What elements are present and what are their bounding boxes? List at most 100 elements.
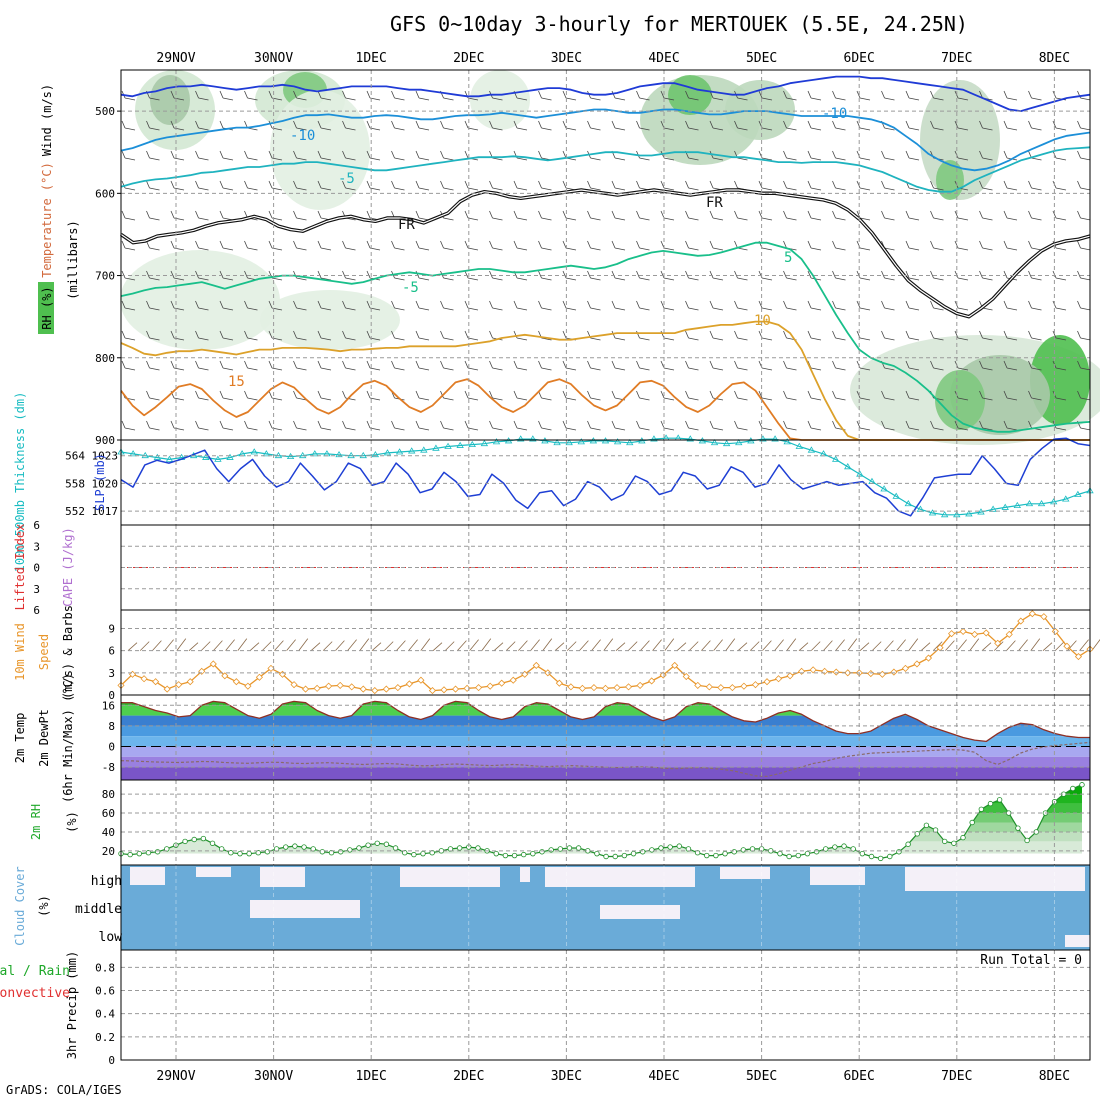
- wind-barb: [562, 210, 567, 219]
- cloud-tick-label: high: [91, 874, 122, 889]
- wind-barb: [832, 210, 836, 219]
- wind-barb: [636, 180, 640, 189]
- temp-band: [121, 767, 1090, 780]
- wind-barb: [268, 120, 273, 129]
- temp-tick-label: 8: [108, 720, 115, 733]
- rh-point: [740, 847, 747, 853]
- wind-barb: [954, 210, 959, 219]
- wind-barb: [518, 640, 528, 651]
- wind-barb: [737, 247, 748, 251]
- wind-barb: [761, 367, 773, 371]
- wind-barb: [663, 337, 675, 341]
- wind-barb: [737, 97, 748, 101]
- wind-barb: [513, 420, 518, 429]
- wind-barb: [121, 420, 126, 429]
- wind-barb: [905, 330, 910, 339]
- rh-point: [521, 851, 527, 858]
- wind-barb: [783, 180, 787, 189]
- wind-barb: [513, 300, 518, 309]
- rh-shading: [150, 75, 190, 125]
- wind-barb: [933, 307, 944, 311]
- wind-barb: [1031, 277, 1042, 281]
- wind-barb: [170, 120, 175, 129]
- wind-barb: [1028, 210, 1032, 219]
- wind-speed-point: [451, 685, 460, 693]
- wind-barb: [884, 97, 895, 101]
- day-label-top: 3DEC: [551, 51, 582, 66]
- run-total-label: Run Total = 0: [980, 953, 1082, 968]
- wind-barb: [1028, 240, 1032, 249]
- wind-barb: [979, 390, 983, 399]
- wind-barb: [391, 300, 395, 309]
- thickness-point: [250, 448, 258, 455]
- wind-barb: [492, 247, 503, 251]
- rh-point: [383, 841, 390, 847]
- wind-barb: [1003, 210, 1008, 219]
- wind-barb: [905, 390, 910, 399]
- rh-point: [292, 843, 298, 849]
- wind-barb: [884, 157, 895, 161]
- wind-barb: [676, 642, 687, 651]
- rh-point: [731, 849, 737, 855]
- contour-label: -10: [822, 106, 847, 122]
- wind-speed-line: [120, 613, 1091, 692]
- wind-speed-point: [1028, 610, 1036, 618]
- thickness-point: [880, 485, 888, 492]
- wind-barb: [244, 420, 248, 429]
- wind-barb: [807, 420, 812, 429]
- wind-barb: [320, 397, 332, 401]
- wind-barb: [464, 240, 469, 249]
- wind-speed-point: [544, 669, 552, 677]
- wind-barb: [244, 330, 248, 339]
- wind-barb: [1028, 90, 1032, 99]
- wind-barb: [1080, 127, 1091, 131]
- wind-barb: [513, 210, 518, 219]
- wind-barb: [908, 217, 920, 221]
- wind-barb: [244, 390, 248, 399]
- wind-barb: [786, 427, 797, 431]
- wind-barb: [774, 639, 784, 651]
- wind-speed-point: [290, 681, 298, 689]
- wind-barb: [383, 641, 394, 651]
- thickness-point: [517, 435, 525, 442]
- rh-shading: [935, 370, 985, 430]
- wind-barb: [317, 390, 322, 399]
- wind-barb: [271, 367, 283, 371]
- wind-barb: [565, 397, 577, 401]
- wind-barb: [335, 640, 345, 651]
- wind-barb: [688, 127, 699, 131]
- wind-barb: [611, 300, 616, 309]
- wind-barb: [685, 210, 689, 219]
- wind-barb: [636, 300, 640, 309]
- wind-barb: [614, 187, 626, 191]
- day-label-bottom: 5DEC: [746, 1069, 777, 1084]
- wind-barb: [832, 180, 836, 189]
- wind-barb: [516, 337, 528, 341]
- wind-barb: [195, 330, 199, 339]
- wind-speed-point: [786, 672, 794, 680]
- day-label-bottom: 3DEC: [551, 1069, 582, 1084]
- wind-barb: [443, 337, 454, 341]
- wind-barb: [366, 90, 371, 99]
- thickness-point: [783, 438, 791, 445]
- wind-barb: [761, 97, 773, 101]
- wind-barb: [467, 277, 479, 281]
- wind-speed-point: [532, 661, 540, 670]
- wind-speed-point: [648, 677, 656, 685]
- wind-barb: [198, 277, 209, 281]
- rh-point: [859, 850, 866, 857]
- cloud-gap: [905, 867, 1085, 891]
- wind-barb: [443, 127, 454, 131]
- wind-barb: [1003, 360, 1008, 369]
- wind-barb: [195, 270, 199, 279]
- wind-barb: [590, 127, 601, 131]
- wind-barb: [957, 337, 969, 341]
- temp-axis-label: 2m Temp: [13, 713, 27, 764]
- wind-barb: [408, 639, 418, 651]
- wind-barb: [737, 642, 748, 651]
- wind-barb: [688, 277, 699, 281]
- wind-barb: [884, 277, 895, 281]
- wind-barb: [1006, 307, 1018, 311]
- wind-speed-point: [152, 678, 160, 686]
